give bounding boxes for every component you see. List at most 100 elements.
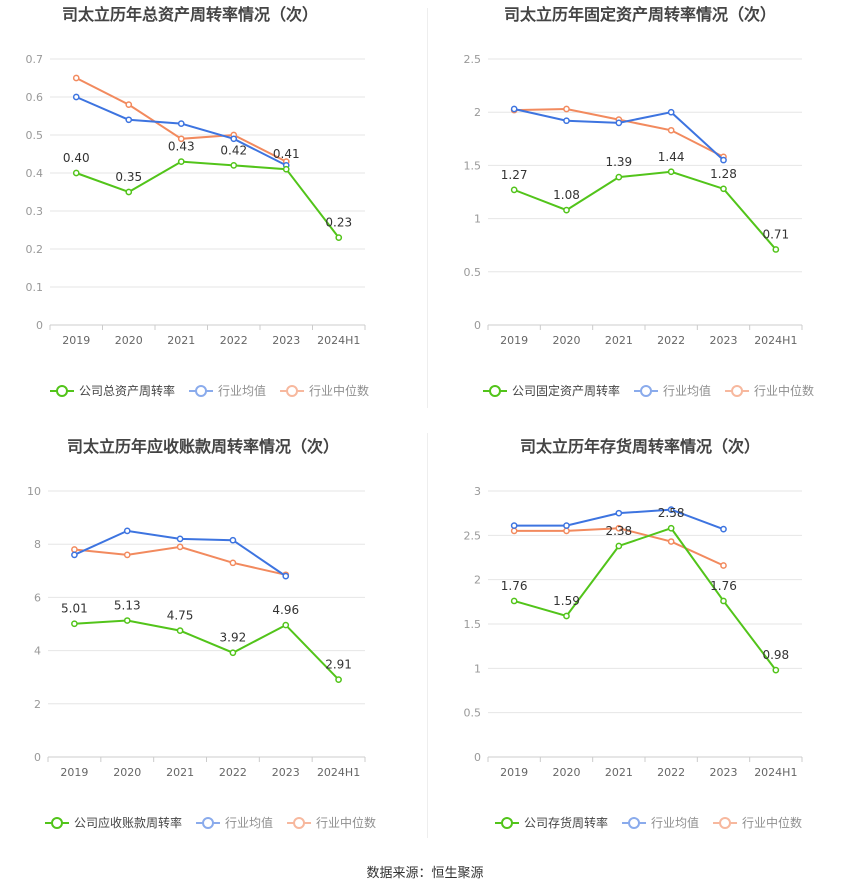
chart-panel-fixed-asset-turnover: 司太立历年固定资产周转率情况（次） 0 0.5 1 1.5 2 2.5 2019 2020 202… xyxy=(425,0,850,430)
data-point-company xyxy=(615,542,623,550)
y-tick-label: 2 xyxy=(474,106,481,119)
y-tick-label: 0.2 xyxy=(26,243,44,256)
y-tick-label: 0 xyxy=(474,751,481,764)
data-label: 1.28 xyxy=(710,167,737,181)
legend-label: 公司存货周转率 xyxy=(524,815,608,830)
y-tick-label: 8 xyxy=(34,538,41,551)
data-point-company xyxy=(615,173,623,181)
legend-item-avg[interactable]: 行业均值 xyxy=(622,815,699,830)
x-tick-label: 2019 xyxy=(500,766,528,779)
legend-marker xyxy=(286,385,299,397)
vertical-divider-bottom xyxy=(427,433,428,838)
data-point-avg xyxy=(72,93,80,101)
legend-label: 行业中位数 xyxy=(754,383,814,398)
data-point-avg xyxy=(563,522,570,529)
legend-item-avg[interactable]: 行业均值 xyxy=(196,815,273,830)
x-tick-label: 2020 xyxy=(115,334,143,347)
data-point-company xyxy=(71,620,78,628)
data-point-company xyxy=(123,617,131,624)
data-point-median xyxy=(229,559,237,567)
x-tick-label: 2023 xyxy=(272,766,300,779)
chart-layer: 司太立历年固定资产周转率情况（次） 0 0.5 1 1.5 2 2.5 2019 2020 202… xyxy=(464,5,815,398)
data-point-avg xyxy=(510,522,518,529)
chart-layer: 司太立历年总资产周转率情况（次） 0 0.1 0.2 0.3 0.4 0.5 0.6 0.7 20… xyxy=(26,5,370,398)
legend-item-avg[interactable]: 行业均值 xyxy=(189,383,266,398)
legend-item-company[interactable]: 公司应收账款周转率 xyxy=(45,815,182,830)
legend-marker xyxy=(51,817,63,829)
chart-title: 司太立历年应收账款周转率情况（次） xyxy=(67,437,339,456)
legend-marker xyxy=(640,385,653,397)
y-tick-label: 0.5 xyxy=(464,266,482,279)
y-tick-label: 2.5 xyxy=(464,53,482,66)
x-tick-label: 2022 xyxy=(219,766,247,779)
legend-marker xyxy=(501,817,513,829)
data-point-company xyxy=(772,246,780,253)
legend-item-company[interactable]: 公司总资产周转率 xyxy=(50,383,175,398)
series-line-company xyxy=(74,619,340,681)
x-tick-label: 2024H1 xyxy=(317,766,360,779)
y-tick-label: 1 xyxy=(474,213,481,226)
x-tick-label: 2022 xyxy=(657,334,685,347)
chart-fixed-asset-turnover: 司太立历年固定资产周转率情况（次） 0 0.5 1 1.5 2 2.5 2019 2020 202… xyxy=(464,5,815,398)
data-point-avg xyxy=(177,120,185,127)
data-point-company xyxy=(282,621,290,629)
series-line-company xyxy=(513,527,777,671)
data-point-avg xyxy=(720,156,727,164)
x-tick-label: 2019 xyxy=(500,334,528,347)
series-line-avg xyxy=(75,96,287,167)
legend-marker xyxy=(293,817,306,829)
chart-layer: 司太立历年应收账款周转率情况（次） 0 2 4 6 8 10 2019 2020 2021 2022… xyxy=(27,437,376,830)
legend-label: 行业中位数 xyxy=(742,815,802,830)
x-tick-label: 2024H1 xyxy=(754,334,797,347)
data-point-avg xyxy=(123,527,131,535)
data-point-avg xyxy=(667,506,675,513)
chart-panel-receivables-turnover: 司太立历年应收账款周转率情况（次） 0 2 4 6 8 10 2019 2020 2021 2022… xyxy=(0,430,425,860)
data-point-company xyxy=(282,165,290,173)
y-tick-label: 0 xyxy=(34,751,41,764)
data-point-company xyxy=(229,649,237,657)
y-tick-label: 2 xyxy=(474,574,481,587)
data-point-median xyxy=(176,543,184,551)
data-point-company xyxy=(72,169,80,177)
data-source-label: 数据来源：恒生聚源 xyxy=(366,866,484,881)
data-label: 1.59 xyxy=(553,594,580,608)
data-label: 0.42 xyxy=(220,143,247,157)
x-tick-label: 2022 xyxy=(220,334,248,347)
data-point-company xyxy=(510,186,518,194)
legend-item-median[interactable]: 行业中位数 xyxy=(280,383,369,398)
chart-panel-inventory-turnover: 司太立历年存货周转率情况（次） 0 0.5 1 1.5 2 2.5 3 2019 2020 2021… xyxy=(425,430,850,860)
data-point-avg xyxy=(563,117,570,125)
chart-receivables-turnover: 司太立历年应收账款周转率情况（次） 0 2 4 6 8 10 2019 2020 2021 2022… xyxy=(27,437,376,830)
data-label: 2.91 xyxy=(325,658,352,672)
legend-label: 行业中位数 xyxy=(309,383,369,398)
legend-item-avg[interactable]: 行业均值 xyxy=(634,383,711,398)
legend-item-company[interactable]: 公司存货周转率 xyxy=(495,815,608,830)
y-tick-label: 1.5 xyxy=(464,618,482,631)
legend-label: 行业均值 xyxy=(218,383,266,398)
legend-item-median[interactable]: 行业中位数 xyxy=(725,383,814,398)
legend-label: 公司固定资产周转率 xyxy=(512,383,620,398)
data-label: 3.92 xyxy=(220,631,247,645)
chart-title: 司太立历年固定资产周转率情况（次） xyxy=(504,5,776,24)
legend-item-median[interactable]: 行业中位数 xyxy=(287,815,376,830)
data-label: 1.44 xyxy=(658,150,685,164)
legend-item-company[interactable]: 公司固定资产周转率 xyxy=(483,383,620,398)
data-point-median xyxy=(71,546,78,553)
data-label: 1.08 xyxy=(553,188,580,202)
data-point-company xyxy=(510,597,518,605)
legend-label: 行业均值 xyxy=(651,815,699,830)
data-point-median xyxy=(563,527,570,535)
series-line-median xyxy=(74,545,286,576)
y-tick-label: 0.1 xyxy=(26,281,44,294)
data-point-avg xyxy=(176,535,184,543)
legend-marker xyxy=(195,385,208,397)
y-tick-label: 10 xyxy=(27,485,41,498)
y-tick-label: 0.5 xyxy=(26,129,44,142)
data-point-median xyxy=(615,524,623,532)
x-tick-label: 2020 xyxy=(113,766,141,779)
legend-item-median[interactable]: 行业中位数 xyxy=(713,815,802,830)
y-tick-label: 0.5 xyxy=(464,707,482,720)
data-label: 2.38 xyxy=(605,524,632,538)
x-tick-label: 2021 xyxy=(605,766,633,779)
data-label: 4.75 xyxy=(167,609,194,623)
